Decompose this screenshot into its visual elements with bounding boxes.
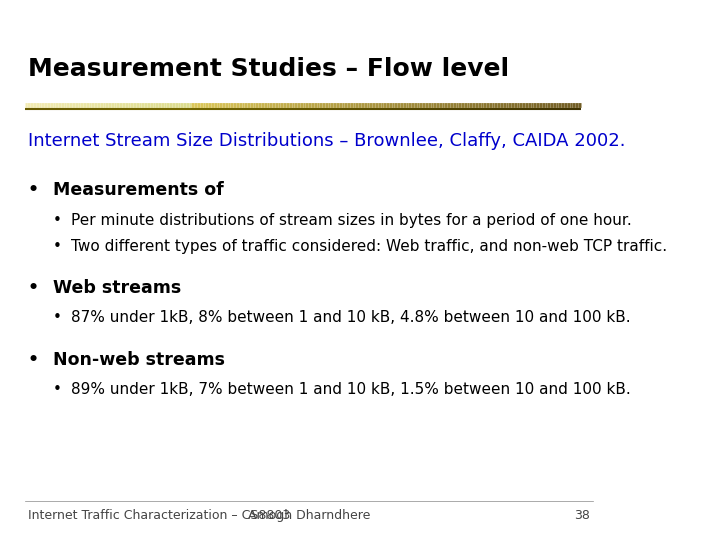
Text: Measurements of: Measurements of bbox=[53, 181, 223, 199]
Text: Non-web streams: Non-web streams bbox=[53, 351, 225, 369]
Text: •: • bbox=[53, 382, 61, 397]
Text: Amogh Dharndhere: Amogh Dharndhere bbox=[248, 509, 370, 522]
Text: Two different types of traffic considered: Web traffic, and non-web TCP traffic.: Two different types of traffic considere… bbox=[71, 239, 667, 254]
Text: •: • bbox=[53, 213, 61, 228]
Text: •: • bbox=[53, 310, 61, 326]
Text: Per minute distributions of stream sizes in bytes for a period of one hour.: Per minute distributions of stream sizes… bbox=[71, 213, 631, 228]
Text: Internet Stream Size Distributions – Brownlee, Claffy, CAIDA 2002.: Internet Stream Size Distributions – Bro… bbox=[28, 132, 625, 150]
Text: 87% under 1kB, 8% between 1 and 10 kB, 4.8% between 10 and 100 kB.: 87% under 1kB, 8% between 1 and 10 kB, 4… bbox=[71, 310, 631, 326]
Text: Internet Traffic Characterization – CS8803: Internet Traffic Characterization – CS88… bbox=[28, 509, 290, 522]
Text: •: • bbox=[28, 351, 39, 369]
Text: 38: 38 bbox=[574, 509, 590, 522]
Text: •: • bbox=[53, 239, 61, 254]
Text: Web streams: Web streams bbox=[53, 279, 181, 297]
Text: •: • bbox=[28, 279, 39, 297]
Text: 89% under 1kB, 7% between 1 and 10 kB, 1.5% between 10 and 100 kB.: 89% under 1kB, 7% between 1 and 10 kB, 1… bbox=[71, 382, 631, 397]
Text: Measurement Studies – Flow level: Measurement Studies – Flow level bbox=[28, 57, 509, 80]
Text: •: • bbox=[28, 181, 39, 199]
